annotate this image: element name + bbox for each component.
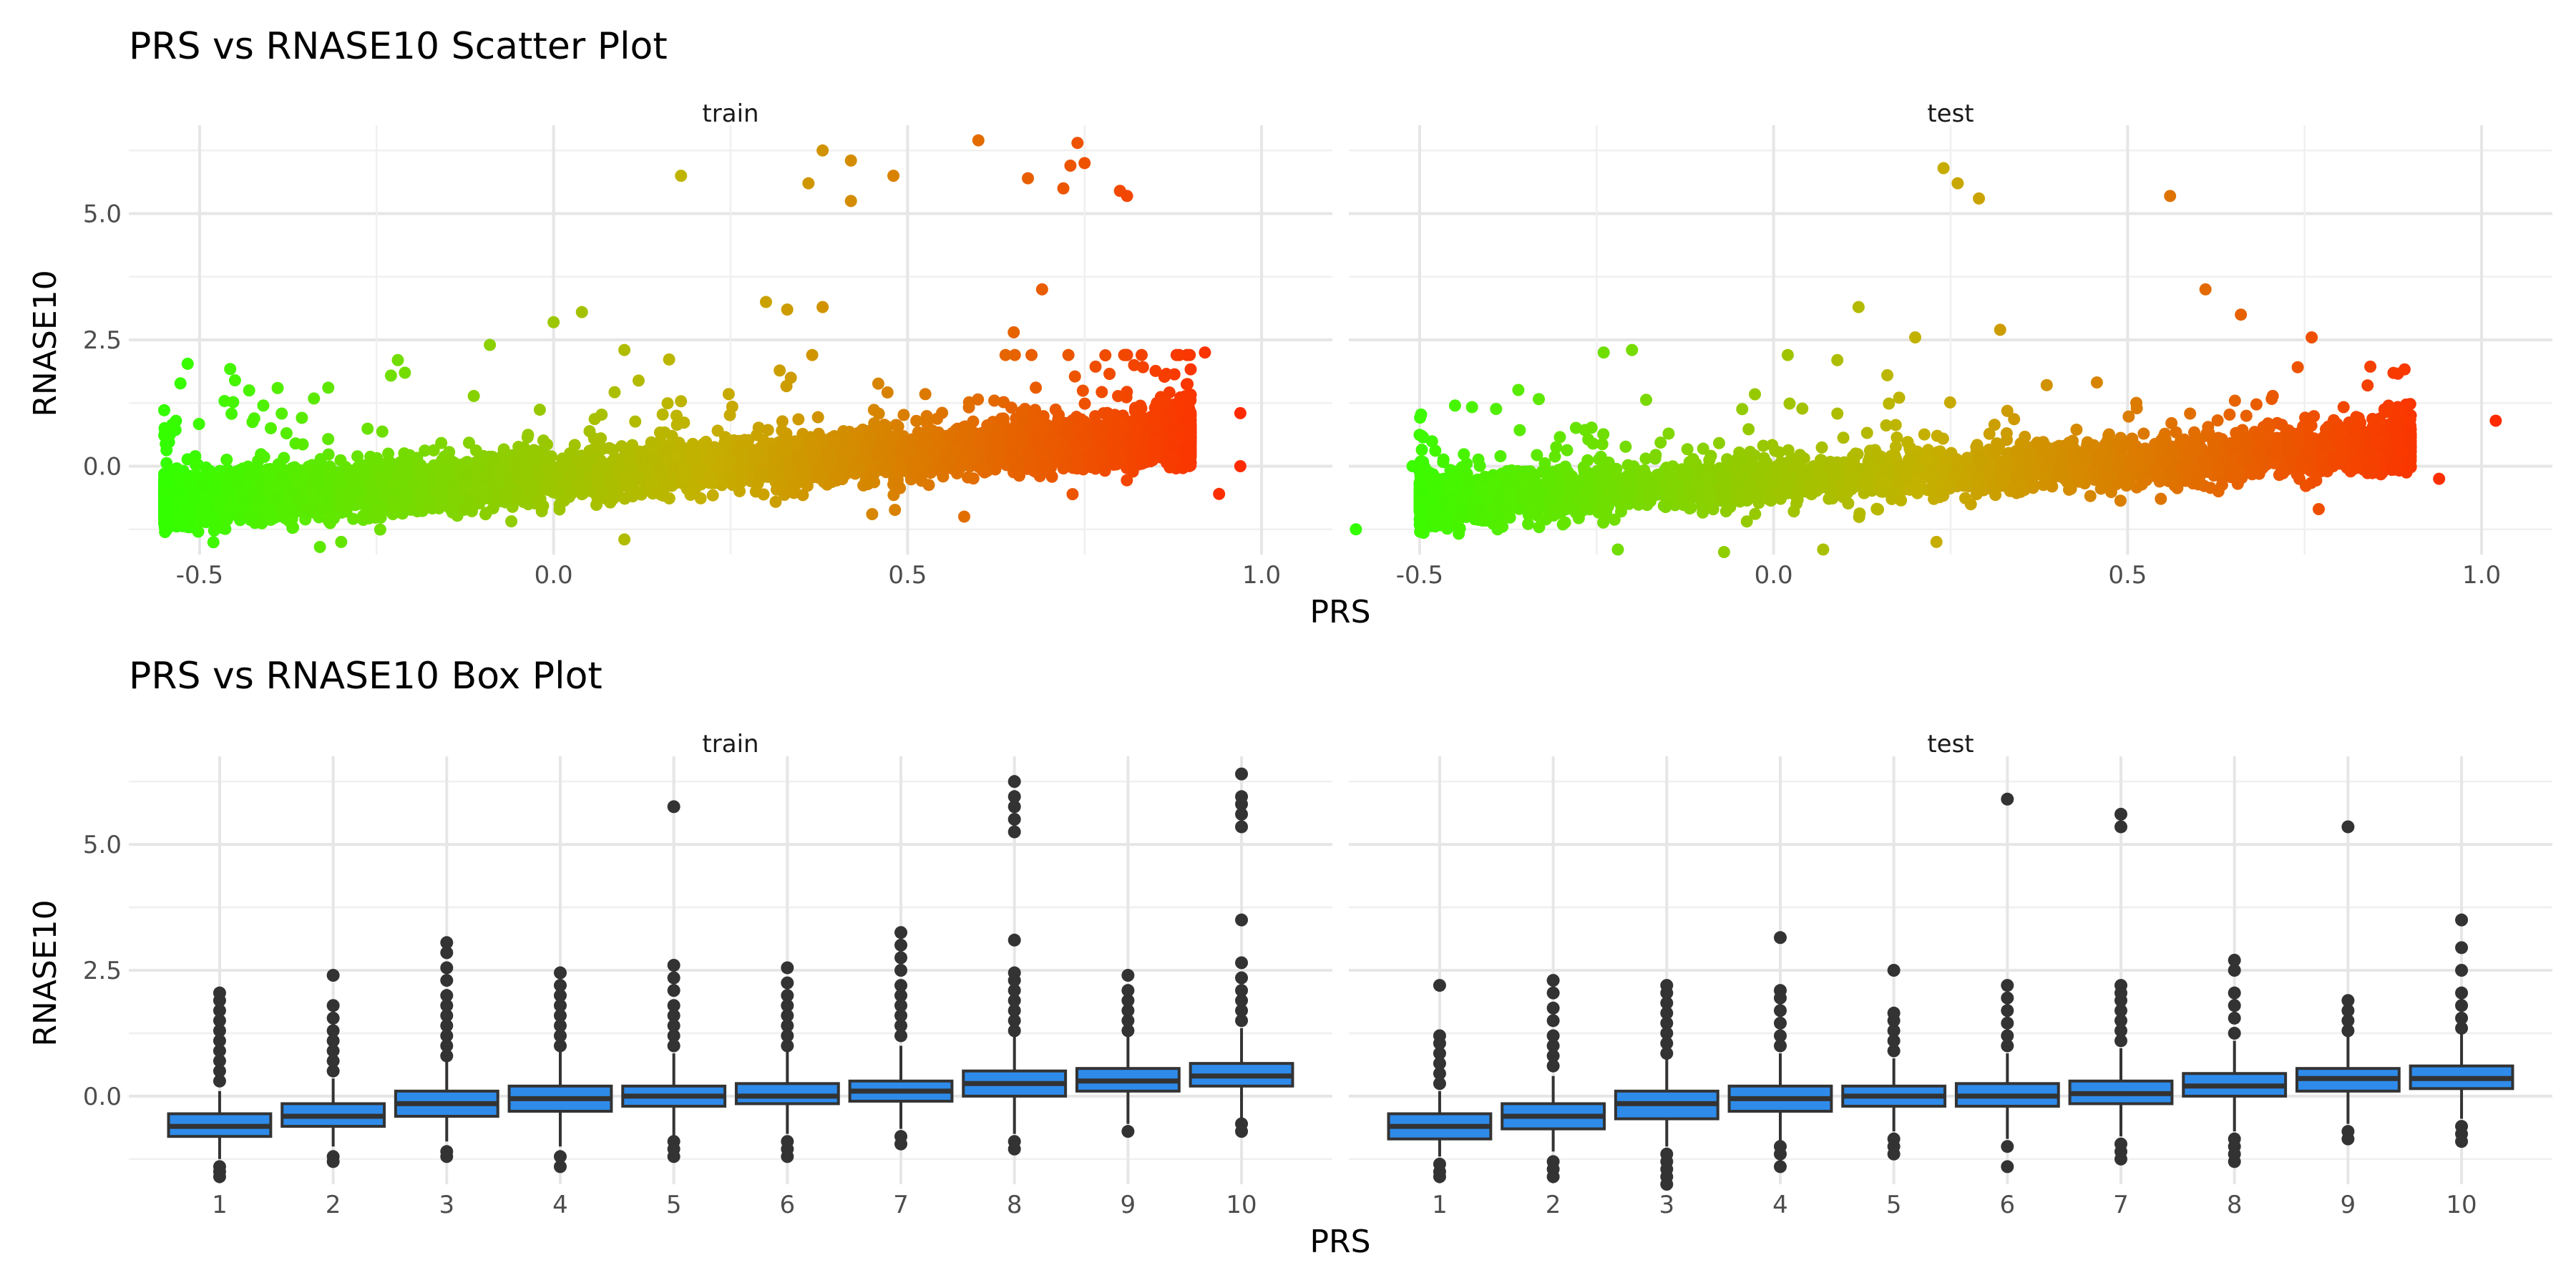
scatter-point: [920, 409, 933, 422]
scatter-point: [789, 479, 802, 492]
scatter-point: [533, 404, 546, 416]
scatter-point: [1049, 403, 1062, 416]
scatter-point: [706, 489, 719, 502]
scatter-point: [174, 377, 187, 390]
scatter-point: [521, 431, 534, 444]
scatter-point: [419, 444, 431, 457]
scatter-point: [537, 499, 550, 512]
scatter-point: [275, 407, 288, 420]
scatter-point: [467, 389, 480, 402]
scatter-point: [1173, 348, 1186, 361]
scatter-panel-train: train 0.0 2.5 5.0 -0.5 0.0 0.5 1.0: [83, 99, 1332, 590]
scatter-point: [376, 425, 389, 438]
scatter-point: [962, 471, 975, 484]
scatter-point: [1118, 348, 1131, 361]
scatter-point: [919, 388, 932, 401]
scatter-point: [1096, 386, 1108, 399]
scatter-point: [246, 416, 259, 429]
scatter-point: [1025, 348, 1038, 361]
scatter-point: [1126, 465, 1139, 478]
scatter-title: PRS vs RNASE10 Scatter Plot: [129, 25, 668, 68]
scatter-point: [1101, 406, 1114, 419]
scatter-point: [322, 381, 335, 394]
scatter-x-tick-label: 0.0: [535, 561, 573, 590]
scatter-point: [583, 425, 596, 438]
scatter-point: [897, 409, 910, 421]
scatter-point: [224, 363, 237, 376]
scatter-point: [1068, 370, 1081, 383]
scatter-point: [792, 413, 805, 426]
scatter-point: [384, 369, 397, 382]
scatter-point: [722, 388, 735, 401]
scatter-point: [607, 444, 620, 457]
scatter-point: [382, 447, 395, 460]
scatter-point: [1184, 390, 1196, 403]
scatter-point: [1121, 474, 1133, 487]
scatter-point: [675, 395, 688, 408]
scatter-point: [264, 421, 277, 434]
scatter-x-tick-label: 0.5: [888, 561, 927, 590]
scatter-point: [1099, 348, 1112, 361]
scatter-point: [872, 377, 884, 390]
scatter-point: [726, 400, 738, 413]
scatter-point: [629, 415, 642, 428]
scatter-point: [889, 504, 902, 517]
scatter-point: [663, 353, 675, 366]
scatter-point: [793, 435, 806, 448]
scatter-x-tick-label: -0.5: [176, 561, 223, 590]
scatter-point: [207, 536, 220, 549]
scatter-point: [1135, 348, 1148, 361]
scatter-point: [299, 513, 312, 526]
scatter-point: [1030, 381, 1043, 394]
scatter-point: [769, 495, 782, 508]
scatter-point: [181, 357, 194, 370]
scatter-x-tick-label: 1.0: [1242, 561, 1281, 590]
scatter-point: [280, 426, 293, 439]
scatter-point: [872, 407, 885, 420]
scatter-point: [910, 414, 923, 427]
scatter-point: [271, 381, 284, 394]
scatter-point: [296, 438, 309, 451]
scatter-point: [1078, 397, 1091, 410]
scatter-point: [258, 451, 270, 464]
scatter-point: [1184, 363, 1197, 376]
scatter-point: [1181, 378, 1194, 391]
scatter-point: [608, 386, 621, 399]
strip-label-train: train: [702, 99, 758, 128]
scatter-y-tick-label: 5.0: [83, 200, 122, 229]
scatter-point: [1066, 488, 1079, 501]
scatter-point: [190, 459, 203, 472]
scatter-point: [227, 396, 240, 409]
scatter-chart: PRS vs RNASE10 Scatter Plot train 0.0 2.5…: [27, 25, 2552, 630]
scatter-point: [462, 436, 475, 449]
scatter-point: [922, 479, 935, 492]
scatter-point: [632, 374, 645, 387]
scatter-point: [220, 454, 233, 467]
scatter-point: [999, 348, 1012, 361]
scatter-point: [1135, 402, 1148, 415]
scatter-point: [157, 404, 170, 416]
scatter-point: [1062, 348, 1075, 361]
scatter-point: [694, 492, 707, 504]
scatter-y-tick-label: 2.5: [83, 326, 122, 355]
scatter-point: [192, 418, 205, 431]
scatter-point: [296, 411, 308, 424]
scatter-point: [658, 426, 671, 439]
scatter-y-tick-label: 0.0: [83, 452, 122, 481]
scatter-point: [988, 394, 1001, 407]
scatter-point: [894, 482, 907, 494]
scatter-point: [322, 433, 335, 446]
scatter-point: [537, 434, 550, 447]
scatter-point: [796, 489, 809, 502]
scatter-point: [595, 432, 608, 445]
scatter-point: [208, 524, 220, 537]
scatter-point: [1076, 384, 1089, 397]
scatter-point: [374, 523, 386, 536]
scatter-point: [505, 515, 518, 528]
scatter-point: [308, 392, 321, 405]
scatter-point: [225, 407, 238, 420]
scatter-point: [1008, 348, 1021, 361]
scatter-point: [806, 348, 819, 361]
